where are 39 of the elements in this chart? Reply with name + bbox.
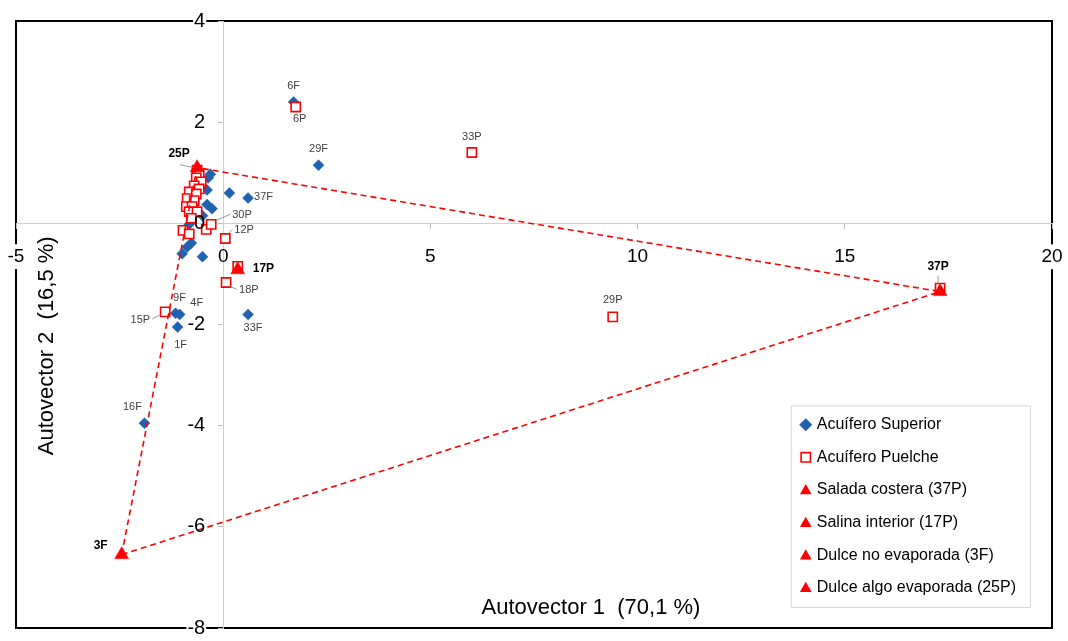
y-axis-title: Autovector 2 (16,5 %) [33, 236, 59, 456]
legend-label: Acuífero Puelche [816, 447, 939, 465]
annotation: 6P [292, 112, 307, 125]
y-tick-label: -8 [187, 615, 206, 638]
legend-label: Dulce no evaporada (3F) [816, 545, 994, 563]
legend-label: Salada costera (37P) [816, 480, 968, 498]
annotation: 12P [234, 222, 254, 235]
x-tick-label: 5 [425, 244, 436, 266]
legend-label: Acuífero Superior [816, 415, 942, 433]
annotation: 3F [93, 537, 108, 552]
annotation: 4F [190, 296, 204, 309]
x-tick-label: 0 [217, 244, 229, 266]
y-tick-label: -6 [187, 514, 206, 537]
annotation: 17P [252, 261, 275, 276]
annotation: 18P [239, 282, 259, 295]
annotation: 6F [287, 78, 301, 91]
annotation: 37P [927, 258, 949, 273]
x-tick-label: 20 [1041, 244, 1063, 266]
annotation: 1F [174, 338, 188, 351]
annotation: 15P [130, 312, 151, 325]
annotation: 33F [243, 321, 263, 334]
y-tick-label: 2 [194, 109, 206, 132]
annotation: 33P [462, 129, 482, 142]
x-tick-label: 10 [627, 244, 649, 266]
annotation: 29P [602, 292, 623, 305]
legend-label: Salina interior (17P) [816, 512, 959, 530]
annotation: 30P [232, 208, 252, 221]
annotation: 37F [254, 190, 274, 203]
x-axis-title: Autovector 1 (70,1 %) [481, 594, 701, 620]
legend-label: Dulce algo evaporada (25P) [816, 578, 1016, 596]
y-tick-label: 4 [194, 8, 206, 31]
annotation: 16F [122, 400, 143, 413]
annotation: 9F [173, 291, 187, 304]
x-tick-label: -5 [7, 244, 25, 266]
annotation: 25P [168, 146, 190, 160]
x-tick-label: 15 [834, 244, 856, 266]
y-tick-label: -2 [187, 312, 206, 335]
annotation: 29F [309, 142, 329, 155]
y-tick-label: -4 [187, 413, 206, 436]
